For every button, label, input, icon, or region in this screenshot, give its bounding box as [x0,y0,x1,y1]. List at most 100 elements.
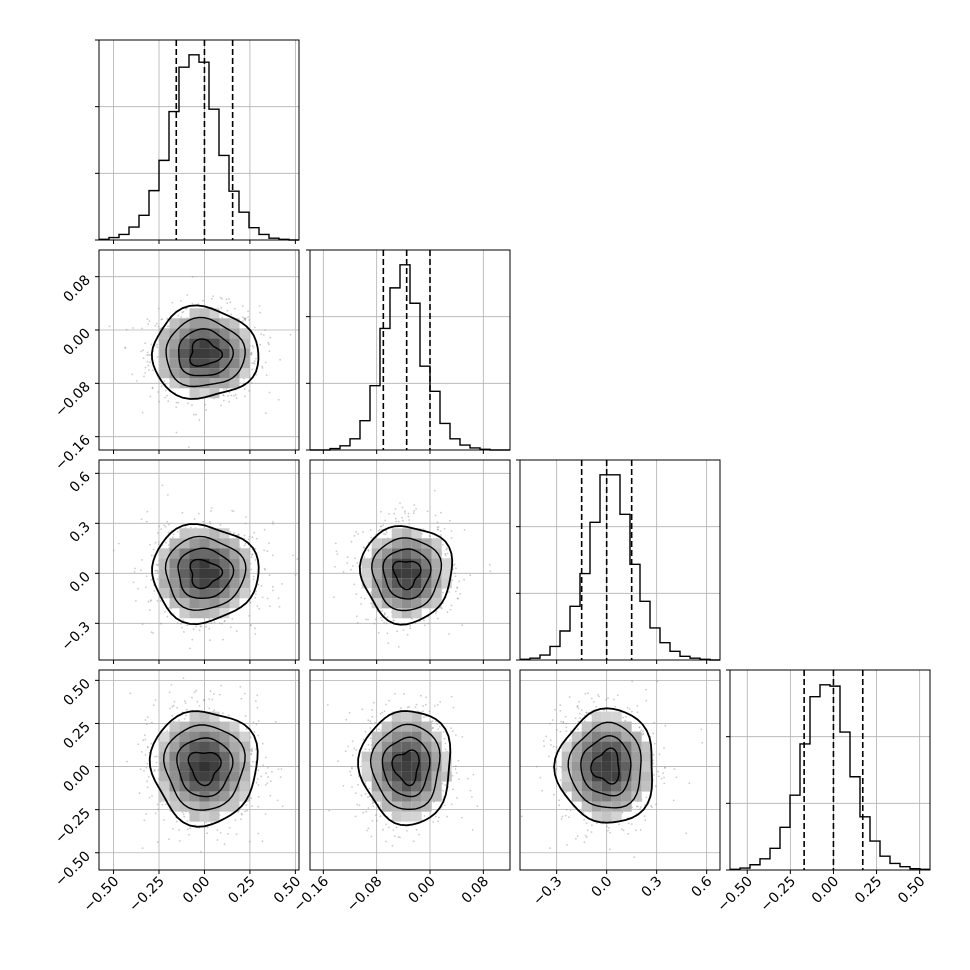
density-cell [371,588,382,599]
scatter-point [355,615,358,618]
scatter-point [257,734,260,737]
scatter-point [252,362,255,364]
scatter-point [629,708,631,710]
scatter-point [149,600,152,602]
scatter-point [574,717,577,720]
scatter-point [228,826,231,829]
scatter-point [133,571,136,573]
scatter-point [627,822,630,825]
density-cell [229,558,240,569]
density-cell [159,568,170,579]
density-cell [581,781,592,792]
scatter-point [251,805,253,807]
density-cell [381,731,392,742]
density-cell [381,558,392,569]
density-cells [159,528,250,619]
scatter-point [548,755,550,758]
density-cell [611,741,622,752]
scatter-point [266,550,269,553]
scatter-point [351,740,354,743]
density-cell [391,781,402,792]
scatter-point [153,769,156,772]
density-cell [219,578,230,589]
scatter-point [254,593,257,595]
density-cell [189,528,200,539]
scatter-point [364,748,367,751]
scatter-point [407,512,410,515]
scatter-point [414,622,417,625]
scatter-point [264,813,267,815]
density-cell [401,538,412,549]
scatter-point [264,568,266,571]
scatter-point [658,753,661,756]
scatter-point [401,516,403,519]
scatter-point [222,399,225,402]
scatter-point [423,619,425,622]
scatter-point [641,733,644,736]
scatter-point [156,346,159,349]
density-cell [199,338,210,349]
scatter-point [385,531,388,534]
scatter-point [241,305,244,307]
scatter-point [379,804,382,807]
density-cell [199,751,210,762]
scatter-point [347,745,350,748]
scatter-point [415,508,417,510]
scatter-point [578,712,581,715]
scatter-point [265,772,267,775]
scatter-point [276,799,279,802]
density-cell [179,721,190,732]
density-cells [159,711,250,822]
scatter-point [257,796,260,798]
scatter-point [358,804,361,807]
histogram-step [520,474,720,661]
density-cell [601,781,612,792]
density-cell [209,731,220,742]
scatter-point [449,608,452,611]
scatter-point [154,755,156,758]
scatter-point [146,351,149,354]
scatter-point [212,295,215,298]
density-cell [421,558,432,569]
density-cell [411,711,422,722]
scatter-point [145,813,148,815]
scatter-point [172,533,175,536]
scatter-point [250,556,253,559]
density-cell [621,791,632,802]
density-cell [601,811,612,822]
y-tick-label: −0.16 [52,432,94,474]
scatter-point [157,543,160,546]
scatter-point [555,768,558,770]
scatter-point [446,611,449,614]
density-cell [411,801,422,812]
scatter-panel-r4-c3 [519,669,721,874]
scatter-point [627,832,630,835]
scatter-point [370,722,372,725]
density-cell [179,761,190,772]
density-cell [581,741,592,752]
scatter-point [148,796,151,799]
density-cell [189,598,200,609]
scatter-point [643,815,646,818]
scatter-point [466,777,469,780]
scatter-point [245,516,247,518]
density-cell [441,761,452,772]
scatter-point [413,510,415,512]
density-cell [169,781,180,792]
density-cell [199,781,210,792]
density-cell [229,588,240,599]
density-cell [371,598,382,609]
scatter-point [142,349,145,352]
density-cell [411,751,422,762]
density-cell [189,558,200,569]
density-cell [381,771,392,782]
density-cell [229,578,240,589]
y-tick-label: 0.50 [60,676,93,709]
density-cell [179,771,190,782]
density-cell [371,741,382,752]
density-cell [401,588,412,599]
scatter-point [180,622,182,625]
scatter-point [164,396,167,399]
scatter-point [363,547,366,549]
scatter-point [369,529,372,531]
